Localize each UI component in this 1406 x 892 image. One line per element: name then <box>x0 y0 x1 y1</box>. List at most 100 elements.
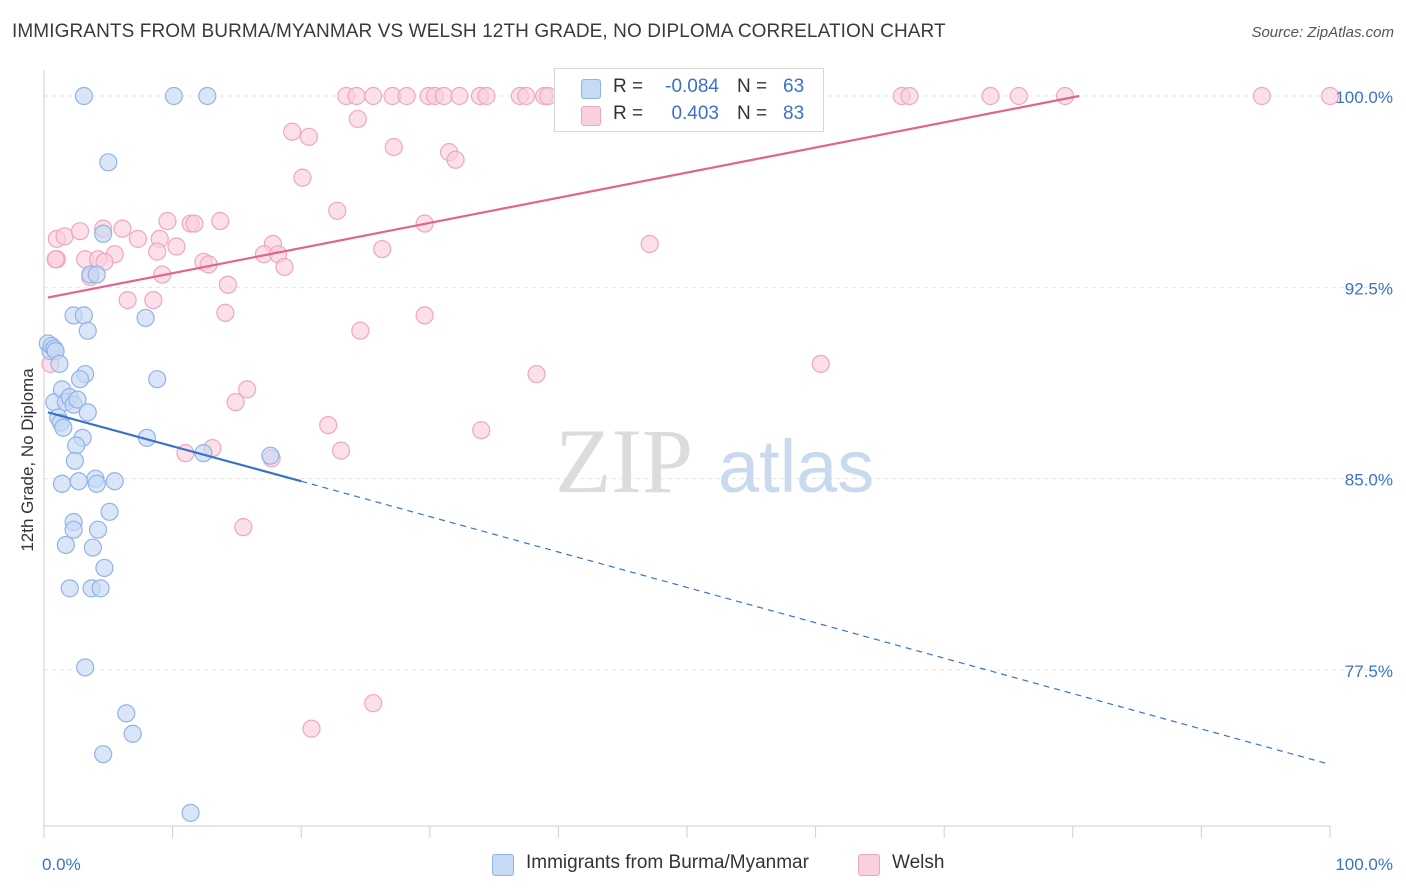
data-point <box>351 321 370 340</box>
data-point <box>67 436 86 455</box>
data-point <box>373 239 392 259</box>
legend-row-burma: R = -0.084 N = 63 <box>555 73 823 101</box>
data-point <box>65 451 84 470</box>
data-point <box>384 137 403 157</box>
data-point <box>78 403 97 422</box>
legend-n-label: N = <box>737 103 768 124</box>
data-point <box>328 201 347 220</box>
x-tick-label: 100.0% <box>1335 855 1393 874</box>
data-points <box>38 86 1340 822</box>
data-point <box>1009 86 1028 106</box>
data-point <box>517 86 536 106</box>
data-point <box>1055 86 1075 106</box>
data-point <box>87 474 106 493</box>
legend-swatch-welsh <box>581 106 601 126</box>
legend-swatch-burma <box>581 79 601 99</box>
data-point <box>331 441 351 460</box>
data-point <box>74 86 93 106</box>
axes <box>43 70 1331 838</box>
legend-r-label: R = <box>613 103 644 124</box>
data-point <box>128 229 147 248</box>
data-point <box>55 227 74 246</box>
data-point <box>68 390 87 409</box>
data-point <box>91 579 110 598</box>
watermark-zip: ZIP <box>555 410 693 512</box>
data-point <box>64 520 83 539</box>
data-point <box>167 237 186 256</box>
data-point <box>76 658 95 677</box>
data-point <box>70 222 90 241</box>
legend-r-label: R = <box>613 76 644 97</box>
data-point <box>185 214 204 233</box>
data-point <box>1320 86 1340 106</box>
data-point <box>293 168 312 187</box>
data-point <box>148 370 167 389</box>
data-point <box>144 290 163 310</box>
legend-r-value: -0.084 <box>665 76 719 97</box>
y-tick-label: 100.0% <box>1335 88 1393 107</box>
data-point <box>105 472 124 491</box>
data-point <box>527 364 546 384</box>
data-point <box>446 150 465 169</box>
data-point <box>211 211 230 231</box>
watermark-atlas: atlas <box>718 425 874 508</box>
data-point <box>94 745 113 764</box>
data-point <box>900 86 919 106</box>
legend-r-value: 0.403 <box>671 103 719 124</box>
data-point <box>434 86 454 106</box>
data-point <box>450 86 469 106</box>
data-point <box>123 724 142 743</box>
data-point <box>397 86 416 106</box>
data-point <box>234 518 253 537</box>
data-point <box>1252 86 1271 106</box>
data-point <box>69 472 88 491</box>
data-point <box>198 86 217 106</box>
data-point <box>54 418 73 437</box>
data-point <box>136 308 155 328</box>
data-point <box>319 415 338 435</box>
y-tick-label: 85.0% <box>1345 471 1393 490</box>
watermark: ZIP atlas <box>555 410 874 512</box>
data-point <box>52 474 72 493</box>
data-point <box>164 86 183 106</box>
trend-line-welsh <box>47 94 1080 299</box>
data-point <box>94 224 113 243</box>
data-point <box>46 250 65 269</box>
y-tick-label: 77.5% <box>1345 662 1393 681</box>
data-point <box>283 122 302 141</box>
legend-n-label: N = <box>737 76 768 97</box>
source-label: Source: ZipAtlas.com <box>1251 24 1394 41</box>
stats-legend: R = -0.084 N = 63 R = 0.403 N = 83 <box>554 68 824 132</box>
trend-lines <box>47 94 1331 765</box>
data-point <box>88 520 108 539</box>
data-point <box>100 502 119 521</box>
data-point <box>74 306 93 325</box>
data-point <box>364 694 383 713</box>
data-point <box>347 86 366 106</box>
data-point <box>299 127 319 146</box>
data-point <box>70 370 90 389</box>
chart-title: IMMIGRANTS FROM BURMA/MYANMAR VS WELSH 1… <box>12 21 946 42</box>
bottom-legend-label-burma: Immigrants from Burma/Myanmar <box>526 852 809 873</box>
trend-line-burma-extrapolated <box>301 480 1331 765</box>
trend-line-burma <box>47 411 302 483</box>
data-point <box>472 421 491 440</box>
data-point <box>181 803 200 822</box>
data-point <box>238 380 257 399</box>
data-point <box>275 257 294 277</box>
data-point <box>640 234 659 254</box>
data-point <box>50 354 69 373</box>
bottom-legend-label-welsh: Welsh <box>892 852 945 873</box>
y-axis-label: 12th Grade, No Diploma <box>18 368 37 552</box>
data-point <box>261 446 280 465</box>
data-point <box>981 86 1000 106</box>
data-point <box>118 290 137 310</box>
data-point <box>83 538 102 557</box>
data-point <box>113 219 132 238</box>
data-point <box>415 306 434 325</box>
data-point <box>811 354 830 373</box>
data-point <box>158 211 177 231</box>
data-point <box>226 393 245 412</box>
data-point <box>302 719 321 738</box>
